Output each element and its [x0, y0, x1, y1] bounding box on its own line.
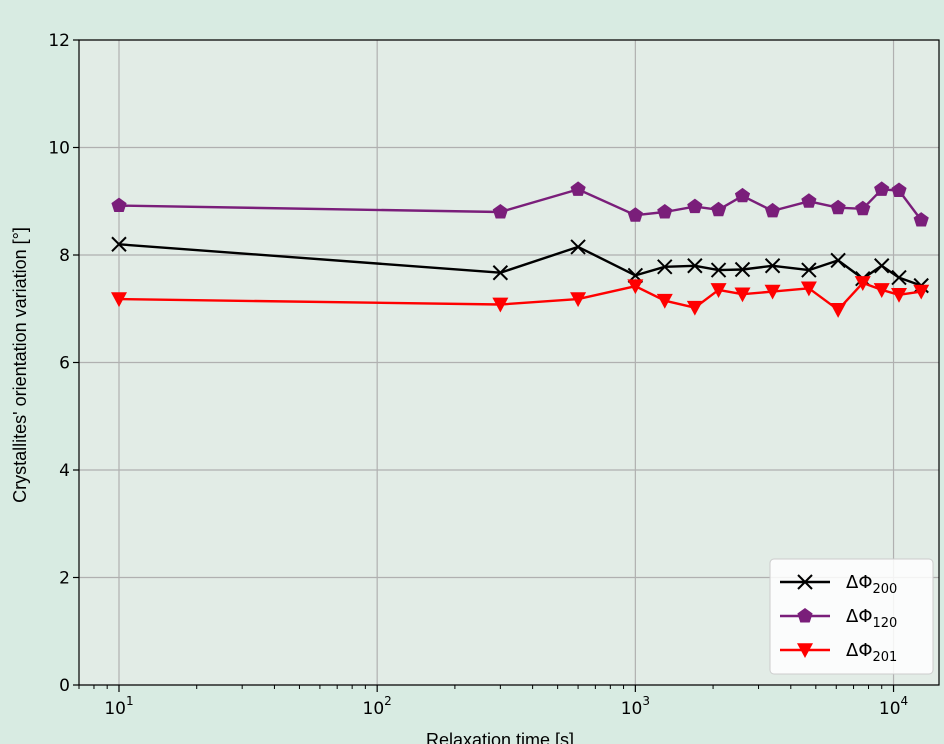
data-point — [764, 258, 781, 274]
data-point — [913, 284, 930, 300]
data-point — [111, 197, 127, 212]
data-point — [764, 284, 781, 300]
data-point — [627, 207, 643, 222]
x-tick-label: 103 — [621, 694, 650, 719]
data-point — [891, 269, 907, 286]
series-layer — [110, 181, 930, 318]
data-point — [830, 303, 847, 318]
data-point — [797, 574, 813, 590]
series-120 — [111, 181, 929, 227]
legend-label: ΔΦ200 — [846, 572, 897, 597]
legend-item: ΔΦ200 — [780, 572, 897, 597]
y-tick-label: 0 — [59, 676, 70, 696]
y-tick-label: 8 — [59, 246, 70, 266]
data-point — [891, 182, 907, 197]
y-tick-label: 6 — [59, 354, 70, 374]
data-point — [570, 292, 587, 308]
y-tick-label: 10 — [48, 139, 70, 159]
data-point — [657, 259, 673, 275]
data-point — [830, 199, 846, 215]
x-tick-label: 104 — [879, 694, 908, 719]
legend-label: ΔΦ120 — [846, 606, 897, 631]
data-point — [801, 193, 817, 208]
data-point — [110, 292, 127, 308]
y-tick-label: 4 — [59, 461, 70, 481]
data-point — [710, 201, 727, 217]
x-axis-title: Relaxation time [s] — [426, 730, 574, 744]
data-point — [854, 276, 871, 291]
legend-label: ΔΦ201 — [846, 640, 897, 665]
data-point — [830, 252, 846, 269]
data-point — [492, 265, 509, 281]
data-point — [734, 261, 751, 278]
data-point — [734, 187, 751, 203]
axes: 0 2 4 6 8 10 12 101 102 103 104 — [48, 31, 940, 719]
data-point — [710, 283, 727, 298]
x-tick-label: 102 — [363, 694, 392, 719]
legend-item: ΔΦ201 — [780, 640, 897, 665]
series-201 — [110, 276, 930, 318]
data-point — [765, 202, 781, 218]
data-point — [492, 204, 508, 219]
data-point — [656, 293, 673, 309]
data-point — [797, 643, 813, 658]
data-point — [891, 287, 908, 303]
data-point — [687, 258, 703, 274]
data-point — [570, 239, 586, 255]
legend: ΔΦ200 ΔΦ120 ΔΦ201 — [769, 558, 934, 675]
data-point — [686, 300, 703, 316]
data-point — [873, 283, 890, 298]
data-point — [874, 181, 890, 196]
data-point — [855, 200, 871, 216]
data-point — [710, 262, 727, 278]
data-point — [797, 608, 813, 623]
y-tick-label: 2 — [59, 569, 70, 589]
data-point — [627, 279, 644, 295]
data-point — [492, 297, 509, 313]
data-point — [657, 204, 673, 219]
legend-item: ΔΦ120 — [780, 606, 897, 631]
y-tick-label: 12 — [48, 31, 70, 51]
data-point — [111, 236, 127, 252]
data-point — [800, 281, 817, 297]
data-point — [913, 212, 929, 227]
x-tick-label: 101 — [104, 694, 133, 719]
data-point — [734, 287, 751, 303]
y-axis-title: Crystallites' orientation variation [°] — [10, 227, 30, 503]
data-point — [874, 258, 890, 274]
data-point — [687, 198, 703, 214]
data-point — [570, 181, 586, 196]
data-point — [801, 262, 817, 278]
